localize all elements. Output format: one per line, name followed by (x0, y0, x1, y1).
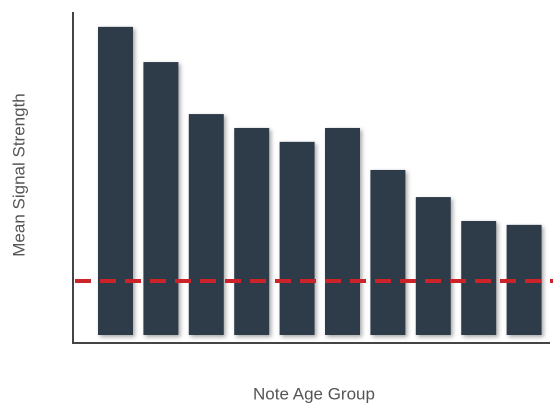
x-axis-label: Note Age Group (253, 384, 375, 403)
bar (98, 26, 133, 335)
bar (188, 114, 224, 336)
bar (370, 169, 406, 335)
bar (279, 141, 315, 335)
bar (143, 62, 179, 335)
bar (415, 197, 451, 335)
bar (234, 127, 270, 335)
bar (461, 220, 497, 335)
y-axis-label: Mean Signal Strength (9, 93, 28, 257)
bar (325, 127, 360, 335)
